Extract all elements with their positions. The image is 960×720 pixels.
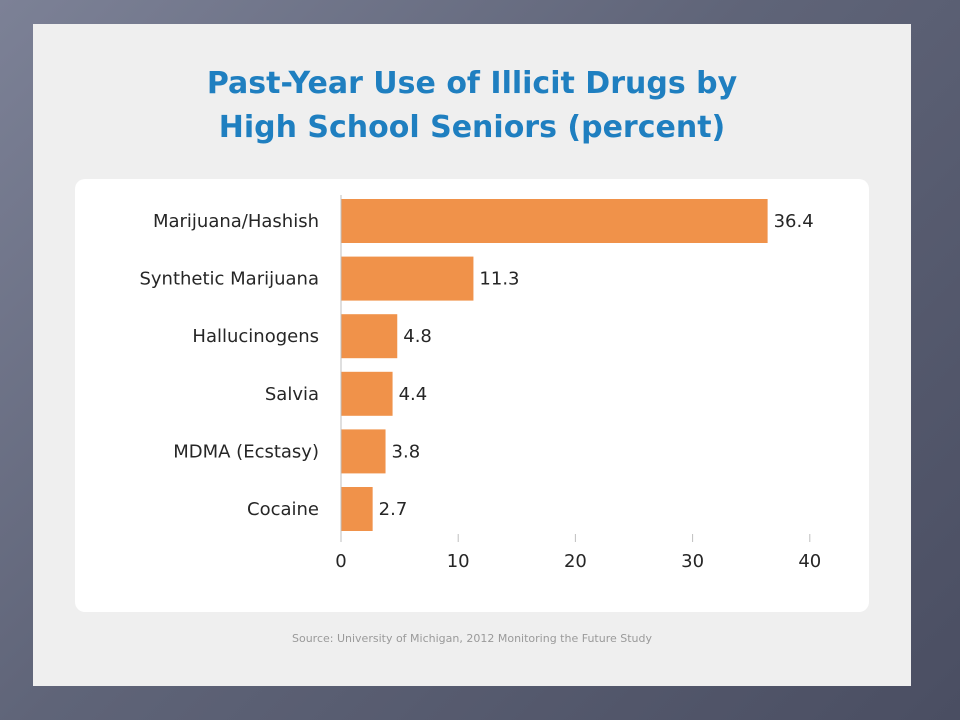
x-tick-label: 30: [681, 551, 704, 572]
bar: [341, 256, 474, 301]
x-tick-label: 20: [564, 551, 587, 572]
category-label: Hallucinogens: [192, 326, 319, 347]
bar: [341, 199, 768, 243]
x-tick-label: 0: [335, 551, 346, 572]
category-label: Cocaine: [247, 499, 319, 520]
category-label: Marijuana/Hashish: [153, 211, 319, 232]
category-label: Salvia: [265, 384, 319, 405]
chart-title-line-2: High School Seniors (percent): [218, 110, 726, 145]
category-label: Synthetic Marijuana: [139, 269, 319, 290]
data-label: 3.8: [392, 441, 421, 462]
data-label: 2.7: [379, 499, 408, 520]
chart-title: Past-Year Use of Illicit Drugs by High S…: [33, 62, 911, 150]
x-tick-label: 40: [798, 551, 821, 572]
bar: [341, 371, 393, 416]
chart-title-line-1: Past-Year Use of Illicit Drugs by: [206, 66, 738, 101]
data-label: 36.4: [774, 211, 814, 232]
bar: [341, 314, 398, 359]
bar: [341, 429, 386, 474]
data-label: 4.8: [403, 326, 432, 347]
slide: Past-Year Use of Illicit Drugs by High S…: [33, 24, 911, 686]
data-label: 11.3: [479, 269, 519, 290]
source-note: Source: University of Michigan, 2012 Mon…: [291, 632, 653, 645]
bar-chart: Marijuana/Hashish 36.4 Synthetic Marijuana…: [139, 195, 821, 572]
bar: [341, 487, 373, 531]
category-label: MDMA (Ecstasy): [173, 441, 319, 462]
chart-panel: Marijuana/Hashish 36.4 Synthetic Marijuana…: [75, 179, 869, 612]
data-label: 4.4: [399, 384, 428, 405]
x-tick-label: 10: [447, 551, 470, 572]
